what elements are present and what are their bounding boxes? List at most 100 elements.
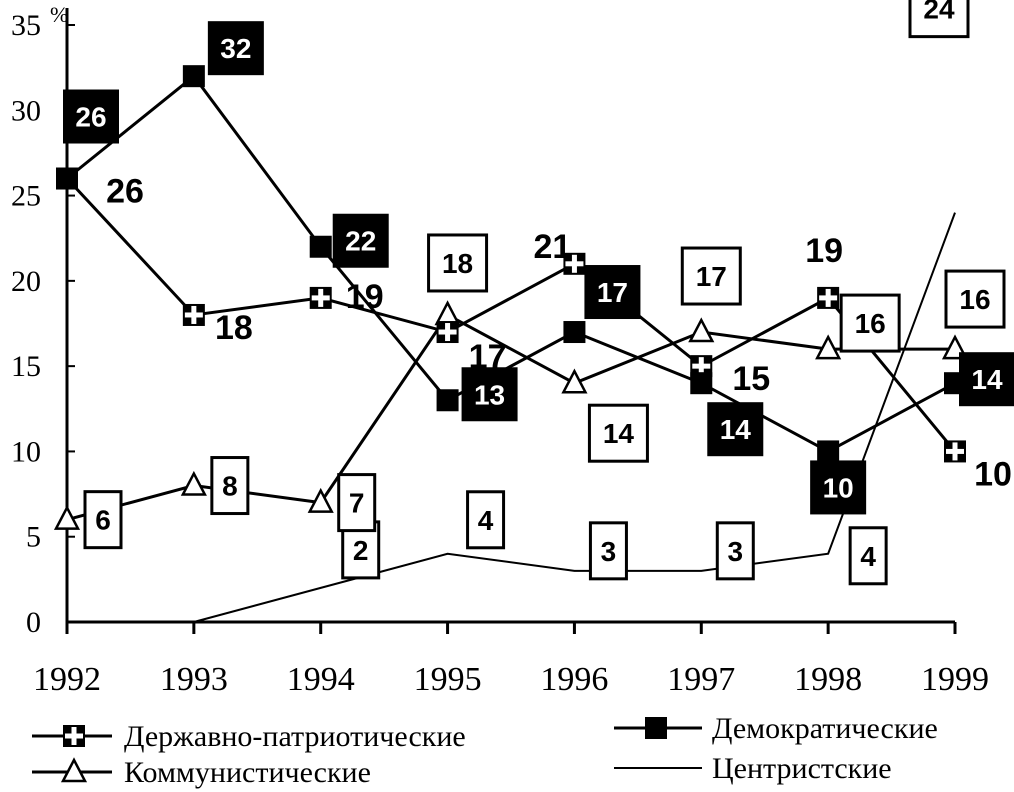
legend-label-communist: Коммунистические (124, 756, 371, 789)
y-tick-label: 10 (11, 435, 41, 468)
data-label-box (715, 521, 755, 581)
marker-democratic (56, 167, 78, 190)
marker-patriotic (690, 355, 713, 378)
legend-item-patriotic: Державно-патриотические (32, 720, 466, 753)
x-tick-label: 1997 (667, 661, 735, 698)
data-label-box (427, 233, 489, 293)
legend-cross-bar-h (65, 733, 83, 739)
y-tick-label: 35 (11, 9, 41, 42)
marker-communist-triangle (434, 300, 461, 326)
marker-communist-triangle (307, 487, 334, 513)
data-label-box (337, 473, 377, 533)
data-label-box (680, 246, 742, 306)
marker-patriotic (944, 440, 966, 463)
data-label-democratic: 10 (810, 460, 867, 515)
series-line-democratic (66, 74, 956, 454)
marker-communist (307, 487, 334, 513)
data-label-box (707, 402, 764, 457)
x-tick-label: 1998 (794, 661, 862, 698)
x-tick-labels: 1992 1993 1994 1995 1996 1997 1998 1999 (33, 622, 989, 698)
legend: Державно-патриотические Демократические … (32, 712, 938, 789)
data-label-text: 18 (442, 248, 473, 279)
marker-democratic (817, 440, 840, 463)
data-label-text: 17 (597, 277, 628, 308)
y-tick-label: 5 (26, 521, 41, 554)
marker-patriotic (817, 286, 840, 309)
data-label-patriotic: 26 (106, 173, 144, 211)
marker-patriotic (309, 286, 332, 309)
data-label-patriotic: 21 (534, 228, 572, 266)
legend-item-centrist: Центристские (614, 752, 892, 785)
marker-patriotic (182, 303, 205, 326)
legend-cross-marker (63, 725, 85, 747)
data-label-democratic: 13 (461, 367, 518, 422)
legend-label-democratic: Демократические (712, 712, 938, 745)
data-label-box (207, 21, 264, 76)
data-label-text: 3 (601, 536, 617, 567)
marker-communist-triangle (815, 334, 842, 360)
data-label-centrist: 3 (588, 521, 628, 581)
data-label-box (332, 213, 389, 268)
marker-democratic-square (817, 440, 840, 463)
data-label-text: 4 (478, 505, 494, 536)
marker-democratic-square (56, 167, 78, 190)
x-tick-label: 1995 (414, 661, 482, 698)
marker-democratic-square (690, 372, 713, 395)
legend-triangle-triangle (60, 757, 88, 783)
legend-triangle-marker (60, 757, 88, 783)
legend-triangle (60, 757, 88, 783)
legend-square-square (645, 717, 667, 739)
data-label-text: 26 (106, 173, 144, 211)
data-label-centrist: 4 (848, 526, 888, 586)
data-label-box (810, 460, 867, 515)
legend-cross (63, 725, 85, 747)
data-label-text: 22 (345, 226, 376, 257)
data-label-text: 14 (971, 364, 1003, 395)
marker-communist-triangle (53, 504, 81, 530)
marker-democratic (690, 372, 713, 395)
data-label-communist: 18 (427, 233, 489, 293)
data-label-text: 13 (474, 379, 505, 410)
x-tick-label: 1993 (160, 661, 228, 698)
marker-communist (53, 504, 81, 530)
data-label-box (908, 0, 970, 39)
data-label-centrist: 4 (466, 490, 506, 550)
data-label-box (839, 293, 901, 353)
marker-communist (561, 368, 588, 394)
legend-label-patriotic: Державно-патриотические (124, 720, 466, 753)
data-label-democratic: 32 (207, 21, 264, 76)
data-label-centrist: 3 (715, 521, 755, 581)
marker-democratic-square (182, 65, 205, 88)
data-label-text: 24 (923, 0, 955, 25)
marker-communist-triangle (561, 368, 588, 394)
marker-democratic (182, 65, 205, 88)
data-label-text: 16 (959, 284, 990, 315)
data-label-text: 21 (534, 228, 572, 266)
data-label-box (588, 521, 628, 581)
data-labels: 243 3 424687181417161626181917211519102632… (63, 0, 1014, 586)
data-label-text: 6 (95, 505, 111, 536)
marker-communist-triangle (180, 470, 207, 496)
data-label-box (584, 265, 641, 320)
data-label-communist: 16 (839, 293, 901, 353)
data-label-text: 19 (805, 232, 843, 270)
data-label-communist: 8 (210, 456, 250, 516)
y-tick-label: 25 (11, 180, 41, 213)
marker-patriotic-bar-h (946, 448, 964, 454)
data-label-box (210, 456, 250, 516)
marker-communist (434, 300, 461, 326)
series-line-centrist (193, 212, 956, 623)
data-label-text: 14 (603, 418, 635, 449)
data-label-box (461, 367, 518, 422)
legend-item-democratic: Демократические (614, 712, 938, 745)
marker-patriotic-bar-h (819, 295, 838, 301)
data-label-box (944, 269, 1006, 329)
marker-communist (688, 317, 715, 343)
legend-square (645, 717, 667, 739)
data-label-box (83, 490, 123, 550)
marker-democratic (563, 321, 586, 344)
legend-label-centrist: Центристские (712, 752, 892, 785)
data-label-patriotic: 15 (732, 360, 770, 398)
marker-patriotic (436, 321, 459, 344)
